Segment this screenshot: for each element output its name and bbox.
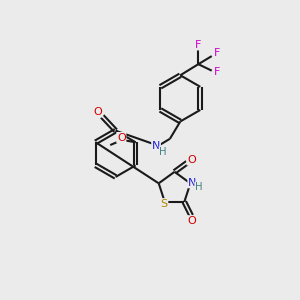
Text: N: N (152, 141, 160, 151)
Text: O: O (188, 216, 196, 226)
Text: O: O (187, 155, 196, 165)
Text: F: F (214, 48, 220, 58)
Text: S: S (160, 199, 168, 209)
Text: O: O (94, 107, 103, 117)
Text: N: N (188, 178, 196, 188)
Text: F: F (195, 40, 202, 50)
Text: F: F (214, 68, 220, 77)
Text: H: H (159, 147, 167, 157)
Text: O: O (117, 133, 126, 142)
Text: H: H (195, 182, 202, 193)
